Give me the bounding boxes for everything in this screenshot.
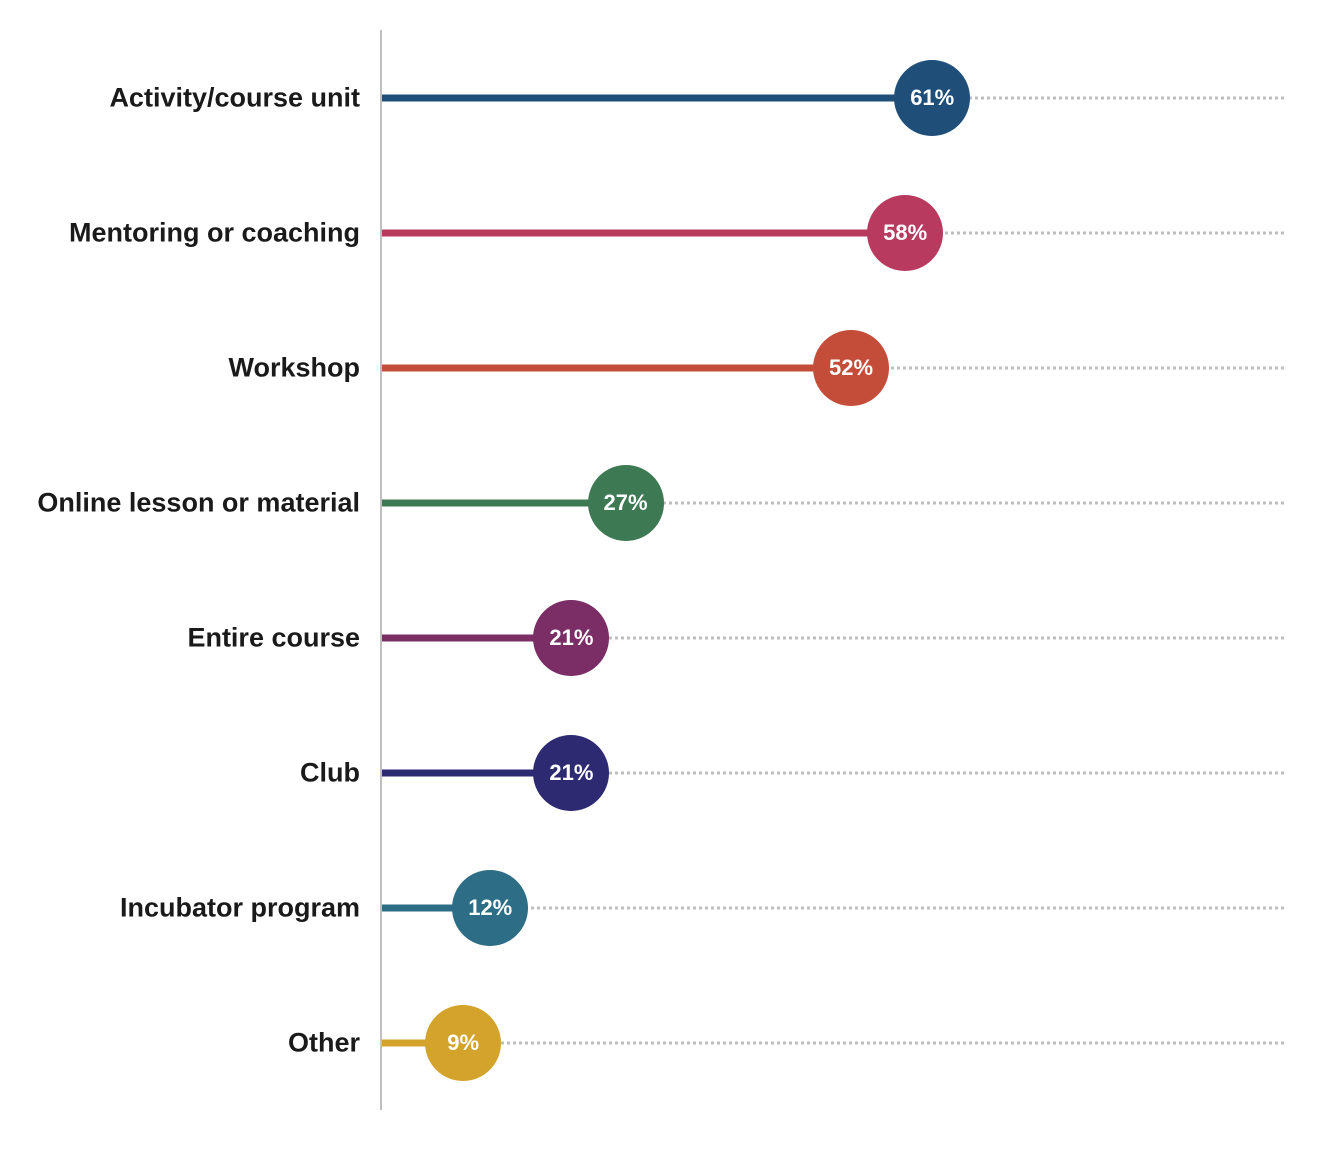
lollipop-stick	[382, 364, 851, 371]
lollipop-head: 9%	[425, 1005, 501, 1081]
lollipop-head: 12%	[452, 870, 528, 946]
chart-row: Mentoring or coaching 58%	[0, 165, 1344, 300]
chart-row: Activity/course unit 61%	[0, 30, 1344, 165]
lollipop-stick	[382, 229, 905, 236]
chart-row: Club 21%	[0, 705, 1344, 840]
category-label: Club	[0, 757, 360, 788]
chart-row: Workshop 52%	[0, 300, 1344, 435]
lollipop-head: 21%	[533, 600, 609, 676]
chart-row: Incubator program 12%	[0, 840, 1344, 975]
lollipop-head: 27%	[588, 465, 664, 541]
category-label: Activity/course unit	[0, 82, 360, 113]
chart-row: Online lesson or material 27%	[0, 435, 1344, 570]
lollipop-chart: Activity/course unit 61% Mentoring or coac…	[0, 30, 1344, 1110]
category-label: Workshop	[0, 352, 360, 383]
chart-row: Entire course 21%	[0, 570, 1344, 705]
lollipop-head: 58%	[867, 195, 943, 271]
category-label: Incubator program	[0, 892, 360, 923]
lollipop-head: 21%	[533, 735, 609, 811]
lollipop-stick	[382, 94, 932, 101]
category-label: Online lesson or material	[0, 487, 360, 518]
lollipop-head: 52%	[813, 330, 889, 406]
chart-row: Other 9%	[0, 975, 1344, 1110]
category-label: Other	[0, 1027, 360, 1058]
gridline-track	[382, 1041, 1284, 1044]
category-label: Entire course	[0, 622, 360, 653]
chart-rows: Activity/course unit 61% Mentoring or coac…	[0, 30, 1344, 1110]
category-label: Mentoring or coaching	[0, 217, 360, 248]
lollipop-head: 61%	[894, 60, 970, 136]
